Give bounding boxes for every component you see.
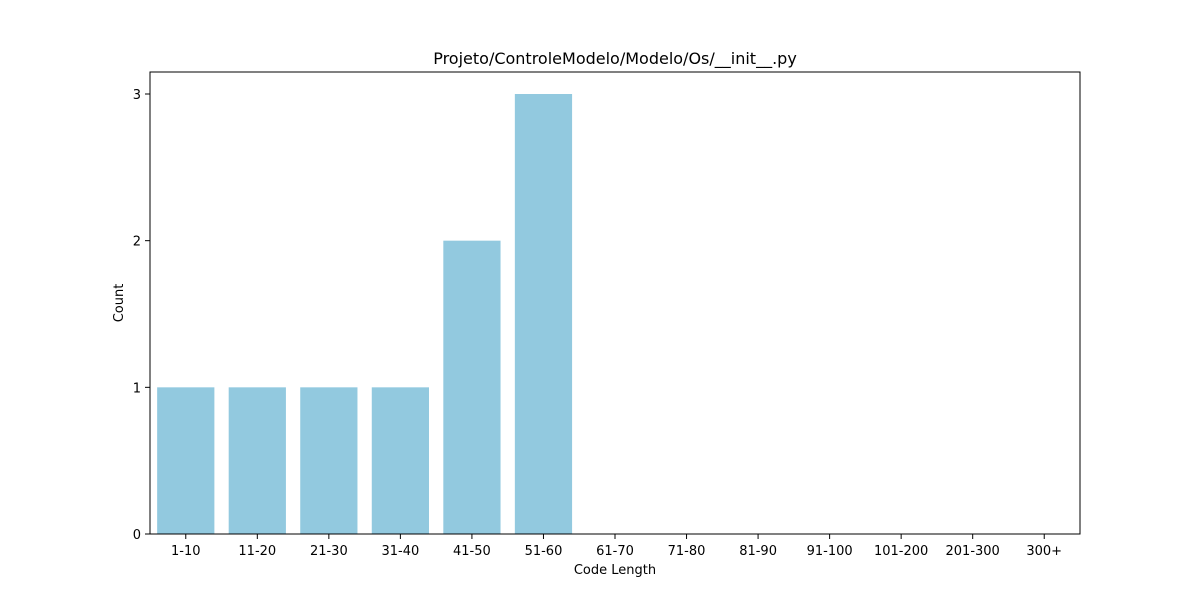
x-tick-label: 300+ <box>1026 544 1062 559</box>
bar-41-50 <box>443 240 501 535</box>
y-tick-label: 1 <box>133 381 141 396</box>
y-axis-label: Count <box>112 284 127 323</box>
bar-21-30 <box>300 387 358 534</box>
bar-51-60 <box>514 94 573 534</box>
x-tick-label: 51-60 <box>525 544 563 559</box>
bars-group <box>157 94 573 535</box>
bar-11-20 <box>228 387 286 534</box>
y-tick-label: 2 <box>133 235 141 250</box>
x-tick-label: 81-90 <box>739 544 777 559</box>
x-axis-label: Code Length <box>574 563 656 578</box>
bar-31-40 <box>371 387 429 534</box>
y-axis-ticks: 0 1 2 3 <box>133 88 150 543</box>
x-tick-label: 101-200 <box>874 544 928 559</box>
x-tick-label: 71-80 <box>668 544 706 559</box>
x-tick-label: 91-100 <box>807 544 853 559</box>
x-tick-label: 11-20 <box>238 544 276 559</box>
chart-title: Projeto/ControleModelo/Modelo/Os/__init_… <box>433 49 797 69</box>
x-axis-ticks: 1-10 11-20 21-30 31-40 41-50 51-60 61-70 71-80 8… <box>171 534 1062 559</box>
x-tick-label: 41-50 <box>453 544 491 559</box>
x-tick-label: 21-30 <box>310 544 348 559</box>
y-tick-label: 3 <box>133 88 141 103</box>
x-tick-label: 1-10 <box>171 544 201 559</box>
y-tick-label: 0 <box>133 528 141 543</box>
x-tick-label: 31-40 <box>381 544 419 559</box>
x-tick-label: 201-300 <box>946 544 1000 559</box>
bar-1-10 <box>157 387 215 534</box>
x-tick-label: 61-70 <box>596 544 634 559</box>
